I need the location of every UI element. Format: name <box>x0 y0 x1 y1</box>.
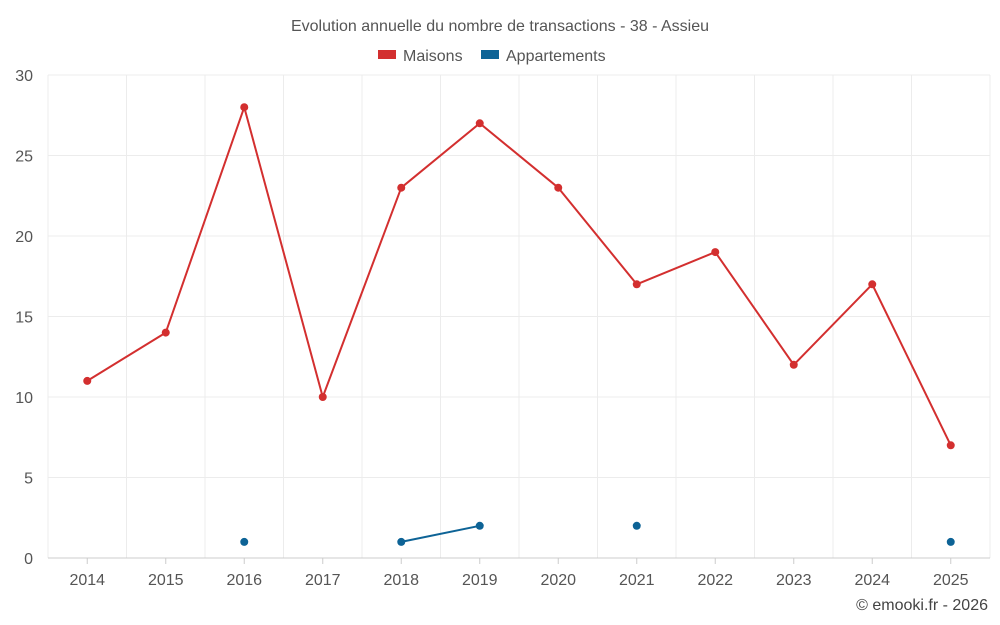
legend-swatch-appartements[interactable] <box>481 50 499 59</box>
data-point-maisons[interactable] <box>554 183 563 192</box>
data-point-maisons[interactable] <box>946 441 955 450</box>
series-line-maisons <box>86 106 952 446</box>
data-point-maisons[interactable] <box>475 119 484 128</box>
y-tick-label: 20 <box>15 229 33 246</box>
legend-label-maisons[interactable]: Maisons <box>403 48 463 65</box>
legend: Maisons Appartements <box>378 48 606 65</box>
series-layer <box>83 103 955 546</box>
data-point-appartements[interactable] <box>240 537 249 546</box>
x-tick-label: 2015 <box>148 572 184 589</box>
data-point-maisons[interactable] <box>711 248 720 257</box>
x-tick-label: 2014 <box>69 572 105 589</box>
x-tick-label: 2022 <box>697 572 733 589</box>
x-axis: 2014 2015 2016 2017 2018 2019 2020 2021 2022 2023… <box>69 558 969 589</box>
data-point-maisons[interactable] <box>240 103 249 112</box>
data-point-maisons[interactable] <box>868 280 877 289</box>
data-point-appartements[interactable] <box>475 521 484 530</box>
y-tick-label: 10 <box>15 390 33 407</box>
data-point-maisons[interactable] <box>397 183 406 192</box>
y-tick-label: 30 <box>15 68 33 85</box>
x-tick-label: 2016 <box>226 572 262 589</box>
x-tick-label: 2025 <box>933 572 969 589</box>
y-tick-label: 5 <box>24 471 33 488</box>
y-axis: 0 5 10 15 20 25 30 <box>15 68 33 568</box>
data-point-appartements[interactable] <box>946 537 955 546</box>
y-tick-label: 15 <box>15 310 33 327</box>
credit-text: © emooki.fr - 2026 <box>856 597 988 614</box>
x-tick-label: 2024 <box>854 572 890 589</box>
legend-swatch-maisons[interactable] <box>378 50 396 59</box>
data-point-maisons[interactable] <box>161 328 170 337</box>
data-point-appartements[interactable] <box>632 521 641 530</box>
x-tick-label: 2017 <box>305 572 341 589</box>
data-point-maisons[interactable] <box>318 393 327 401</box>
x-tick-label: 2018 <box>383 572 419 589</box>
series-appartements <box>240 521 955 546</box>
series-line-appartements <box>401 524 480 543</box>
grid <box>47 74 991 559</box>
data-point-appartements[interactable] <box>397 537 406 546</box>
x-tick-label: 2019 <box>462 572 498 589</box>
chart-title: Evolution annuelle du nombre de transact… <box>291 18 709 35</box>
series-maisons <box>83 103 955 450</box>
x-tick-label: 2020 <box>540 572 576 589</box>
x-tick-label: 2023 <box>776 572 812 589</box>
data-point-maisons[interactable] <box>83 376 92 385</box>
x-tick-label: 2021 <box>619 572 655 589</box>
legend-label-appartements[interactable]: Appartements <box>506 48 606 65</box>
data-point-maisons[interactable] <box>632 280 641 289</box>
y-tick-label: 25 <box>15 149 33 166</box>
y-tick-label: 0 <box>24 551 33 568</box>
data-point-maisons[interactable] <box>789 360 798 369</box>
